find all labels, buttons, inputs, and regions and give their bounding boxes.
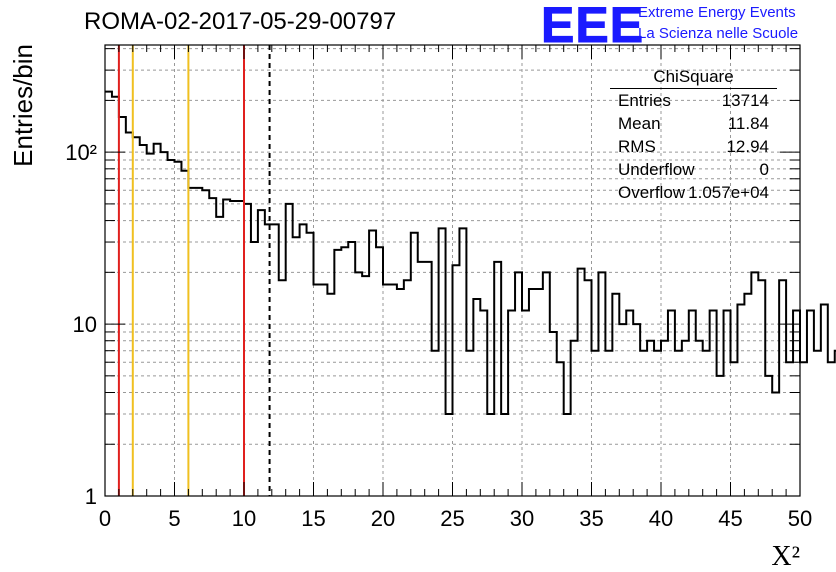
x-tick-label: 45: [718, 506, 742, 531]
stats-underflow-value: 0: [759, 160, 769, 179]
x-tick-label: 30: [510, 506, 534, 531]
stats-box: ChiSquare Entries 13714 Mean 11.84 RMS 1…: [610, 66, 777, 204]
y-axis-label: Entries/bin: [8, 44, 38, 167]
x-tick-label: 35: [579, 506, 603, 531]
x-tick-label: 0: [99, 506, 111, 531]
stats-row-overflow: Overflow 1.057e+04: [610, 181, 777, 204]
stats-underflow-label: Underflow: [618, 160, 695, 179]
x-tick-label: 20: [371, 506, 395, 531]
chart-title: ROMA-02-2017-05-29-00797: [84, 8, 397, 35]
stats-mean-label: Mean: [618, 114, 661, 133]
y-tick-label: 10²: [65, 140, 97, 165]
logo-line-1: Extreme Energy Events: [638, 4, 796, 21]
logo-line-2: La Scienza nelle Scuole: [638, 25, 799, 42]
stats-row-underflow: Underflow 0: [610, 158, 777, 181]
x-tick-label: 5: [168, 506, 180, 531]
x-tick-label: 50: [788, 506, 812, 531]
stats-title: ChiSquare: [610, 66, 777, 89]
stats-row-rms: RMS 12.94: [610, 135, 777, 158]
x-tick-label: 10: [232, 506, 256, 531]
histogram-step-line: [105, 90, 836, 415]
logo-mark: EEE: [540, 0, 645, 53]
x-tick-label: 40: [649, 506, 673, 531]
stats-entries-value: 13714: [721, 91, 769, 110]
stats-rms-label: RMS: [618, 137, 656, 156]
stats-row-entries: Entries 13714: [610, 89, 777, 112]
stats-rms-value: 12.94: [726, 137, 769, 156]
stats-mean-value: 11.84: [727, 114, 769, 133]
stats-row-mean: Mean 11.84: [610, 112, 777, 135]
stats-entries-label: Entries: [618, 91, 671, 110]
x-tick-label: 15: [301, 506, 325, 531]
x-axis-label: X²: [771, 541, 800, 572]
stats-overflow-label: Overflow: [618, 183, 686, 202]
x-tick-label: 25: [440, 506, 464, 531]
stats-overflow-value: 1.057e+04: [688, 183, 769, 202]
y-tick-label: 10: [73, 312, 97, 337]
y-tick-label: 1: [85, 484, 97, 509]
